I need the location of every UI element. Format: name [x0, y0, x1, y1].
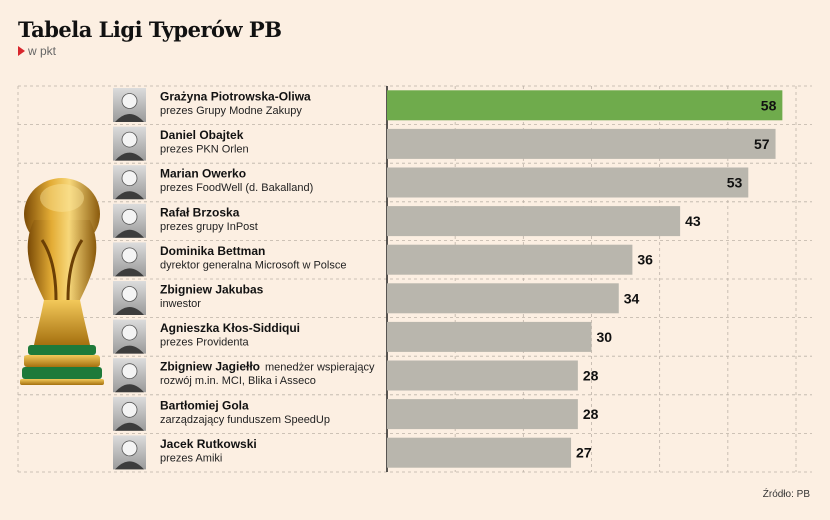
bar	[387, 128, 776, 159]
bar-value-label: 58	[761, 97, 777, 113]
bar	[387, 167, 749, 198]
bar-value-label: 27	[576, 445, 592, 461]
chart-row: Agnieszka Kłos-Siddiqui prezes Providenta…	[113, 319, 613, 354]
person-role: prezes PKN Orlen	[160, 144, 249, 156]
bar	[387, 90, 783, 121]
person-name: Daniel Obajtek	[160, 128, 244, 142]
person-name: Dominika Bettman	[160, 244, 265, 258]
person-role: prezes Providenta	[160, 337, 250, 349]
person-name: Rafał Brzoska	[160, 205, 240, 219]
person-name: Grażyna Piotrowska-Oliwa	[160, 90, 311, 104]
person-role: prezes FoodWell (d. Bakalland)	[160, 182, 313, 194]
bar-value-label: 34	[624, 290, 640, 306]
bar	[387, 206, 681, 237]
portrait-icon	[113, 88, 146, 122]
portrait-icon	[113, 242, 146, 277]
bar-value-label: 43	[685, 213, 701, 229]
portrait-icon	[113, 396, 146, 431]
bar-value-label: 28	[583, 368, 599, 384]
bar	[387, 360, 578, 391]
person-role: zarządzający funduszem SpeedUp	[160, 414, 330, 426]
bar	[387, 321, 592, 352]
red-triangle-icon	[18, 46, 25, 56]
grid-lines	[17, 85, 812, 473]
portrait-icon	[113, 319, 146, 354]
unit-label: w pkt	[18, 44, 56, 58]
unit-text: w pkt	[28, 44, 57, 58]
bar	[387, 244, 633, 275]
person-name: Jacek Rutkowski	[160, 437, 257, 451]
person-role: dyrektor generalna Microsoft w Polsce	[160, 259, 346, 271]
person-role-continued: rozwój m.in. MCI, Blika i Asseco	[160, 375, 316, 387]
person-name: Marian Owerko	[160, 167, 246, 181]
bar-value-label: 28	[583, 406, 599, 422]
bar	[387, 283, 619, 314]
bar-value-label: 36	[637, 252, 653, 268]
portrait-icon	[113, 281, 146, 315]
chart-row: Zbigniew Jagiełło menedżer wspierającyroz…	[113, 358, 599, 393]
person-name: Bartłomiej Gola	[160, 398, 249, 412]
person-name: Zbigniew Jagiełło	[160, 360, 260, 374]
source-note: Źródło: PB	[762, 489, 810, 500]
chart-row: Daniel Obajtek prezes PKN Orlen 57	[113, 126, 776, 161]
person-role: prezes Amiki	[160, 452, 222, 464]
bar-value-label: 53	[727, 175, 743, 191]
person-role: inwestor	[160, 298, 201, 310]
portrait-icon	[113, 435, 146, 470]
portrait-icon	[113, 203, 146, 238]
portrait-icon	[113, 126, 146, 161]
bar	[387, 437, 572, 468]
bar-value-label: 30	[597, 329, 613, 345]
bar-value-label: 57	[754, 136, 770, 152]
portrait-icon	[113, 165, 146, 200]
chart-row: Rafał Brzoska prezes grupy InPost 43	[113, 203, 701, 238]
portrait-icon	[113, 358, 146, 393]
person-role: prezes Grupy Modne Zakupy	[160, 105, 302, 117]
person-role: menedżer wspierający	[265, 362, 375, 374]
person-name: Agnieszka Kłos-Siddiqui	[160, 321, 300, 335]
person-role: prezes grupy InPost	[160, 221, 258, 233]
person-name: Zbigniew Jakubas	[160, 283, 264, 297]
bar	[387, 399, 578, 430]
chart-row: Bartłomiej Gola zarządzający funduszem Sp…	[113, 396, 599, 431]
world-cup-trophy-icon	[20, 178, 104, 385]
chart-title: Tabela Ligi Typerów PB	[18, 17, 282, 42]
